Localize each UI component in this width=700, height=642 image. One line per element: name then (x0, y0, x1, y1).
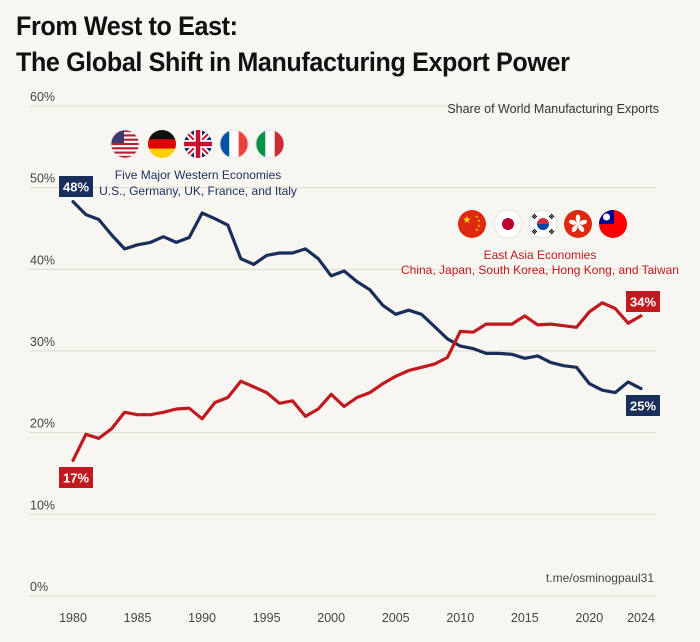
x-tick-label: 2000 (317, 611, 345, 625)
taiwan-flag-icon (599, 210, 627, 238)
y-axis-ticks: 0% 10% 20% 30% 40% 50% 60% (30, 90, 55, 594)
x-tick-label: 2024 (627, 611, 655, 625)
west-annotation-members: U.S., Germany, UK, France, and Italy (99, 184, 297, 198)
end-label-text: 48% (63, 180, 89, 195)
western-flags (110, 129, 285, 159)
end-label-text: 17% (63, 471, 89, 486)
svg-text:★: ★ (463, 215, 472, 226)
end-label-west-start: 48% (59, 176, 93, 197)
svg-text:★: ★ (475, 214, 479, 219)
end-label-text: 25% (630, 399, 656, 414)
svg-text:★: ★ (477, 218, 481, 223)
end-label-west-end: 25% (626, 395, 660, 416)
italy-flag-icon (255, 129, 285, 159)
germany-flag-icon (148, 130, 176, 158)
title-line-1: From West to East: (16, 11, 238, 41)
east-annotation-members: China, Japan, South Korea, Hong Kong, an… (401, 263, 679, 277)
hong-kong-flag-icon (564, 210, 592, 238)
east-asia-flags: ★ ★ ★ ★ ★ (458, 209, 627, 239)
japan-flag-icon (493, 209, 523, 239)
x-tick-label: 1995 (253, 611, 281, 625)
y-tick-label: 60% (30, 90, 55, 104)
source-credit: t.me/osminogpaul31 (546, 571, 654, 585)
x-axis-ticks: 1980 1985 1990 1995 2000 2005 2010 2015 2020 2024 (59, 611, 655, 625)
series-line-western-economies (71, 200, 643, 395)
y-tick-label: 50% (30, 172, 55, 186)
x-tick-label: 1980 (59, 611, 87, 625)
france-flag-icon (219, 129, 249, 159)
x-tick-label: 1985 (124, 611, 152, 625)
end-label-east-end: 34% (626, 291, 660, 312)
gridlines (30, 105, 656, 597)
x-tick-label: 2020 (575, 611, 603, 625)
us-flag-icon (110, 129, 140, 159)
china-flag-icon: ★ ★ ★ ★ ★ (458, 210, 486, 238)
end-label-text: 34% (630, 295, 656, 310)
x-tick-label: 2010 (446, 611, 474, 625)
chart-subtitle: Share of World Manufacturing Exports (447, 102, 659, 116)
end-label-east-start: 17% (59, 467, 93, 488)
svg-text:★: ★ (477, 223, 481, 228)
series-line-east-asia-economies (71, 301, 643, 462)
svg-text:★: ★ (475, 227, 479, 232)
chart-title: From West to East: The Global Shift in M… (16, 8, 570, 80)
x-tick-label: 2005 (382, 611, 410, 625)
x-tick-label: 1990 (188, 611, 216, 625)
uk-flag-icon (184, 130, 212, 158)
east-annotation-title: East Asia Economies (484, 248, 597, 262)
y-tick-label: 10% (30, 498, 55, 512)
y-tick-label: 20% (30, 417, 55, 431)
y-tick-label: 40% (30, 253, 55, 267)
y-tick-label: 30% (30, 335, 55, 349)
title-line-2: The Global Shift in Manufacturing Export… (16, 47, 570, 77)
south-korea-flag-icon (528, 209, 558, 239)
x-tick-label: 2015 (511, 611, 539, 625)
west-annotation-title: Five Major Western Economies (115, 168, 282, 182)
y-tick-label: 0% (30, 580, 48, 594)
